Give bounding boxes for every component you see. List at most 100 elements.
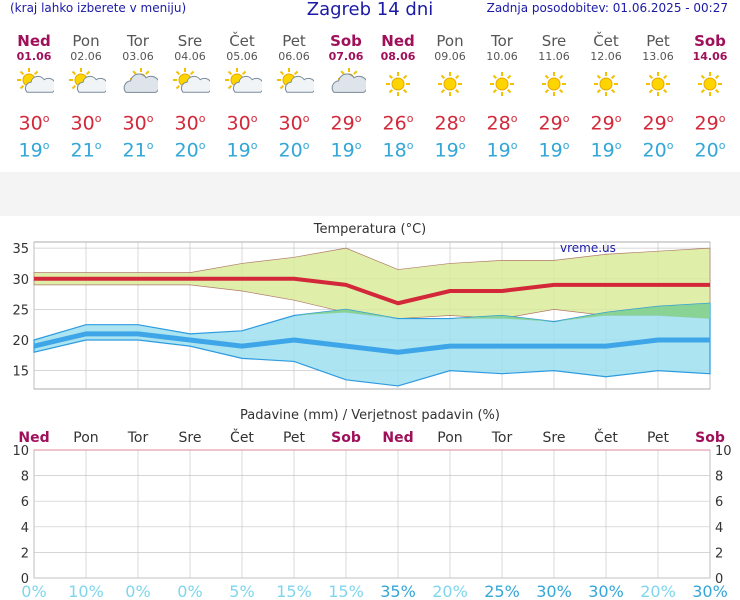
precip-probability-label: 35% [380, 582, 416, 600]
sun-cloud-icon [8, 67, 60, 101]
day-date: 09.06 [434, 50, 466, 63]
day-name: Sob [330, 32, 362, 50]
max-temperature: 30o [18, 112, 50, 135]
precip-probability-label: 30% [588, 582, 624, 600]
sun-icon [476, 67, 528, 101]
precip-probability-label: 0% [125, 582, 150, 600]
cloud-sun-icon [320, 67, 372, 101]
max-temperature: 29o [642, 112, 674, 135]
precip-day-label: Sob [331, 430, 361, 446]
max-temperature: 29o [330, 112, 362, 135]
day-column: Ned 08.06 26o 18o [372, 32, 424, 163]
day-column: Sob 14.06 29o 20o [684, 32, 736, 163]
day-column: Sre 11.06 29o 19o [528, 32, 580, 163]
max-temperature: 30o [70, 112, 102, 135]
precip-day-label: Pon [73, 430, 98, 446]
y-tick-label: 35 [12, 242, 29, 257]
day-column: Pon 02.06 30o 21o [60, 32, 112, 163]
precip-probability-label: 25% [484, 582, 520, 600]
daily-forecast: Ned 01.06 30o 19o Pon 02.06 30o 21o Tor … [8, 32, 736, 172]
precip-day-label: Pet [647, 430, 670, 446]
max-temperature: 30o [174, 112, 206, 135]
precip-probability-label: 15% [328, 582, 364, 600]
max-temperature: 28o [486, 112, 518, 135]
precip-probability-label: 20% [640, 582, 676, 600]
day-date: 06.06 [278, 50, 310, 63]
precip-probability-label: 30% [536, 582, 572, 600]
day-column: Čet 12.06 29o 19o [580, 32, 632, 163]
min-temperature-range-band [33, 302, 711, 387]
sun-cloud-icon [268, 67, 320, 101]
min-temperature: 19o [538, 139, 570, 162]
y-tick-label: 15 [12, 365, 29, 380]
day-column: Tor 10.06 28o 19o [476, 32, 528, 163]
day-name: Tor [491, 32, 513, 50]
min-temperature: 20o [174, 139, 206, 162]
min-temperature: 18o [382, 139, 414, 162]
y-tick-label-left: 8 [21, 470, 29, 485]
y-tick-label: 25 [12, 303, 29, 318]
y-tick-label-left: 10 [12, 444, 29, 459]
precip-probability-label: 0% [21, 582, 46, 600]
y-tick-label-left: 6 [21, 495, 29, 510]
precip-day-label: Tor [127, 430, 149, 446]
min-temperature: 19o [434, 139, 466, 162]
sun-icon [632, 67, 684, 101]
sun-icon [528, 67, 580, 101]
max-temperature: 29o [538, 112, 570, 135]
min-temperature: 19o [226, 139, 258, 162]
temperature-chart-title: Temperatura (°C) [313, 222, 426, 237]
sun-cloud-icon [164, 67, 216, 101]
y-tick-label-right: 2 [715, 546, 723, 561]
location-menu-hint[interactable]: (kraj lahko izberete v meniju) [10, 1, 187, 15]
precip-day-label: Sob [695, 430, 725, 446]
y-tick-label-left: 2 [21, 546, 29, 561]
min-temperature: 19o [486, 139, 518, 162]
precip-probability-label: 30% [692, 582, 728, 600]
precipitation-chart-title: Padavine (mm) / Verjetnost padavin (%) [240, 408, 500, 423]
day-date: 01.06 [16, 50, 52, 63]
min-temperature: 20o [278, 139, 310, 162]
watermark: vreme.us [560, 241, 616, 255]
sun-cloud-icon [216, 67, 268, 101]
y-tick-label-right: 10 [715, 444, 732, 459]
sun-icon [580, 67, 632, 101]
day-name: Sob [694, 32, 726, 50]
sun-icon [372, 67, 424, 101]
day-date: 14.06 [692, 50, 728, 63]
day-date: 13.06 [642, 50, 674, 63]
day-column: Čet 05.06 30o 19o [216, 32, 268, 163]
day-date: 07.06 [328, 50, 364, 63]
min-temperature: 19o [590, 139, 622, 162]
day-date: 03.06 [122, 50, 154, 63]
max-temperature-line [34, 276, 710, 306]
precip-day-label: Sre [543, 430, 566, 446]
y-tick-label-left: 4 [21, 521, 29, 536]
max-temperature: 30o [226, 112, 258, 135]
min-temperature: 19o [18, 139, 50, 162]
header-bar: (kraj lahko izberete v meniju) Zagreb 14… [0, 0, 740, 22]
max-temperature: 30o [278, 112, 310, 135]
precip-probability-label: 10% [68, 582, 104, 600]
day-name: Ned [381, 32, 415, 50]
precip-probability-label: 5% [229, 582, 254, 600]
sun-icon [684, 67, 736, 101]
day-name: Sre [541, 32, 567, 50]
y-tick-label: 30 [12, 273, 29, 288]
min-temperature: 20o [694, 139, 726, 162]
min-temperature: 20o [642, 139, 674, 162]
precip-day-label: Sre [179, 430, 202, 446]
day-date: 12.06 [590, 50, 622, 63]
cloud-sun-icon [112, 67, 164, 101]
precip-day-label: Pon [437, 430, 462, 446]
precip-day-label: Tor [491, 430, 513, 446]
day-column: Tor 03.06 30o 21o [112, 32, 164, 163]
precip-day-label: Ned [18, 430, 49, 446]
y-tick-label-right: 8 [715, 470, 723, 485]
min-temperature: 19o [330, 139, 362, 162]
max-temperature: 29o [694, 112, 726, 135]
page-title: Zagreb 14 dni [306, 0, 434, 20]
y-tick-label-right: 6 [715, 495, 723, 510]
day-name: Čet [593, 32, 619, 50]
day-name: Čet [229, 32, 255, 50]
